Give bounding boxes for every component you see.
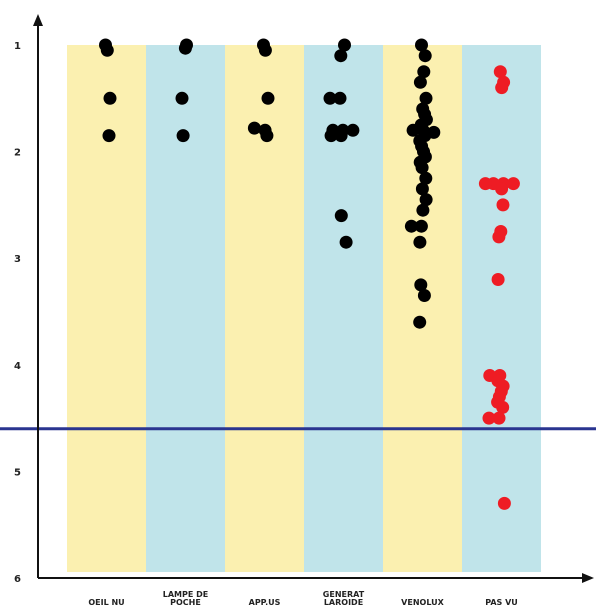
data-point (417, 65, 431, 79)
x-category-label: LAMPE DE POCHE (163, 590, 208, 607)
data-point (492, 411, 506, 425)
data-point (334, 49, 348, 63)
data-point (258, 43, 272, 57)
y-tick-label: 2 (14, 148, 21, 159)
data-point (415, 161, 429, 175)
data-point (338, 38, 351, 52)
x-category-label: APP.US (249, 598, 281, 607)
data-point (492, 230, 506, 244)
data-point (247, 121, 261, 135)
data-point (506, 177, 520, 191)
data-point (419, 171, 433, 185)
data-point (324, 129, 338, 143)
data-point (497, 496, 511, 510)
data-point (404, 219, 418, 233)
data-point (334, 129, 348, 143)
data-point (333, 91, 347, 105)
y-tick-label: 1 (14, 41, 21, 52)
data-point (415, 182, 429, 196)
data-point (496, 400, 510, 414)
data-point (418, 49, 432, 63)
data-point (416, 203, 430, 217)
data-point (406, 123, 420, 137)
data-point (175, 91, 189, 105)
band-5 (462, 45, 541, 572)
data-point (260, 129, 274, 143)
data-point (496, 198, 510, 212)
data-point (495, 182, 509, 196)
data-point (413, 235, 427, 249)
data-point (323, 91, 337, 105)
data-point (417, 289, 431, 302)
data-point (100, 43, 114, 57)
x-axis-arrow (582, 573, 594, 583)
data-point (102, 129, 116, 143)
x-category-label: PAS VU (485, 598, 518, 607)
data-point (419, 193, 433, 207)
data-points (99, 38, 520, 510)
data-point (493, 65, 507, 79)
data-point (176, 129, 190, 143)
data-point (419, 91, 433, 105)
data-point (334, 209, 348, 223)
y-axis-arrow (33, 14, 43, 26)
y-tick-labels: 1 2 3 4 5 6 (14, 41, 21, 585)
data-point (413, 315, 427, 329)
data-point (413, 75, 427, 89)
data-point (482, 411, 496, 425)
x-category-label: GENERAT LAROIDE (323, 590, 365, 607)
data-point (261, 91, 275, 105)
x-category-label: VENOLUX (401, 598, 444, 607)
data-point (339, 235, 353, 249)
band-0 (67, 45, 146, 572)
data-point (491, 273, 505, 286)
band-1 (146, 45, 225, 572)
x-category-labels: OEIL NU LAMPE DE POCHE APP.US GENERAT LAROIDE… (88, 590, 517, 607)
y-tick-label: 4 (14, 361, 21, 372)
data-point (495, 81, 509, 95)
data-point (346, 123, 360, 137)
data-point (178, 41, 192, 55)
data-point (478, 177, 492, 191)
y-tick-label: 5 (14, 467, 21, 478)
data-point (103, 91, 117, 105)
x-category-label: OEIL NU (88, 598, 124, 607)
y-tick-label: 3 (14, 254, 21, 265)
data-point (415, 38, 428, 52)
axes (33, 14, 594, 583)
category-bands (67, 45, 541, 572)
y-tick-label: 6 (14, 574, 21, 585)
data-point (414, 219, 428, 233)
data-point (414, 278, 428, 292)
